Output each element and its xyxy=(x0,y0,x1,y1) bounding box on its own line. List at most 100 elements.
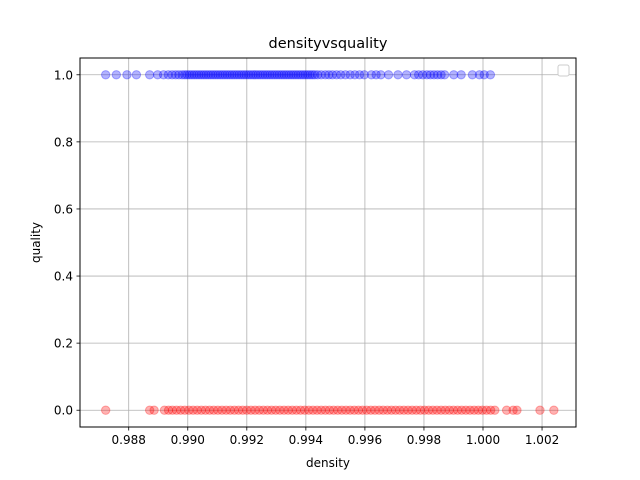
data-point xyxy=(196,70,207,80)
data-point xyxy=(291,70,301,80)
ticks-layer: 0.988 0.990 0.992 0.994 0.996 0.998 1.000 1.002… xyxy=(54,68,559,447)
data-point xyxy=(163,405,174,415)
data-point xyxy=(234,70,244,80)
data-point xyxy=(399,405,409,415)
data-point xyxy=(393,70,403,80)
data-point xyxy=(215,70,225,80)
data-point xyxy=(386,405,397,415)
data-point xyxy=(274,70,284,80)
data-point xyxy=(284,70,294,80)
data-point xyxy=(376,70,386,80)
data-point xyxy=(298,70,308,80)
data-point xyxy=(177,70,187,80)
data-point xyxy=(239,70,249,80)
data-point xyxy=(535,405,545,415)
data-point xyxy=(350,70,360,80)
data-point xyxy=(474,70,485,80)
data-point xyxy=(316,405,326,415)
data-point xyxy=(512,405,522,415)
data-point xyxy=(409,70,420,80)
data-point xyxy=(436,405,446,415)
x-axis-label: density xyxy=(306,456,350,470)
data-point xyxy=(418,70,428,80)
data-point xyxy=(220,70,230,80)
data-point xyxy=(269,70,280,80)
data-point xyxy=(413,70,424,80)
data-point xyxy=(324,405,335,415)
data-point xyxy=(203,70,214,80)
data-point xyxy=(485,405,496,415)
data-point xyxy=(439,70,450,80)
data-point xyxy=(295,70,306,80)
data-point xyxy=(307,70,318,80)
data-point xyxy=(320,70,331,80)
data-point xyxy=(473,405,483,415)
data-point xyxy=(213,405,223,415)
x-tick-label: 0.994 xyxy=(289,433,323,447)
data-point xyxy=(457,405,467,415)
data-point xyxy=(279,405,289,415)
grid-layer xyxy=(80,58,576,427)
data-point xyxy=(260,70,270,80)
data-point xyxy=(401,70,412,80)
data-point xyxy=(302,70,313,80)
data-point xyxy=(182,70,192,80)
data-point xyxy=(227,70,237,80)
data-point xyxy=(312,70,323,80)
data-point xyxy=(271,405,281,415)
data-point xyxy=(217,70,228,80)
data-point xyxy=(429,70,439,80)
data-point xyxy=(345,405,355,415)
data-point xyxy=(221,405,231,415)
data-point xyxy=(144,70,155,80)
data-point xyxy=(469,405,479,415)
data-point xyxy=(167,405,178,415)
data-point xyxy=(320,405,331,415)
x-tick-label: 1.002 xyxy=(525,433,559,447)
data-point xyxy=(196,405,207,415)
data-point xyxy=(250,405,260,415)
x-tick-label: 0.988 xyxy=(112,433,146,447)
data-point xyxy=(224,70,235,80)
data-point xyxy=(485,70,496,80)
data-point xyxy=(383,70,394,80)
data-point xyxy=(167,70,177,80)
data-point xyxy=(341,405,351,415)
data-point xyxy=(184,70,195,80)
data-point xyxy=(276,70,287,80)
data-point xyxy=(199,70,209,80)
data-point xyxy=(357,405,368,415)
data-point xyxy=(283,405,293,415)
data-point xyxy=(192,405,202,415)
data-point xyxy=(209,405,219,415)
data-point xyxy=(204,405,215,415)
data-point xyxy=(171,405,182,415)
data-point xyxy=(229,405,240,415)
data-point xyxy=(354,70,365,80)
data-point xyxy=(158,70,169,80)
data-point xyxy=(243,70,254,80)
data-point xyxy=(208,70,218,80)
data-point xyxy=(258,70,268,80)
data-point xyxy=(452,405,463,415)
data-point xyxy=(242,405,252,415)
data-point xyxy=(425,70,436,80)
data-point xyxy=(236,70,247,80)
data-point xyxy=(382,405,393,415)
data-point xyxy=(144,405,155,415)
data-point xyxy=(337,405,347,415)
y-axis-label: quality xyxy=(29,222,43,263)
data-point xyxy=(184,405,194,415)
data-point xyxy=(201,70,211,80)
data-point xyxy=(250,70,261,80)
data-point xyxy=(291,405,302,415)
data-point xyxy=(217,405,227,415)
data-point xyxy=(233,405,244,415)
data-point xyxy=(403,405,413,415)
data-point xyxy=(333,405,343,415)
data-point xyxy=(191,70,202,80)
data-point xyxy=(258,405,269,415)
y-tick-label: 0.4 xyxy=(54,270,73,284)
